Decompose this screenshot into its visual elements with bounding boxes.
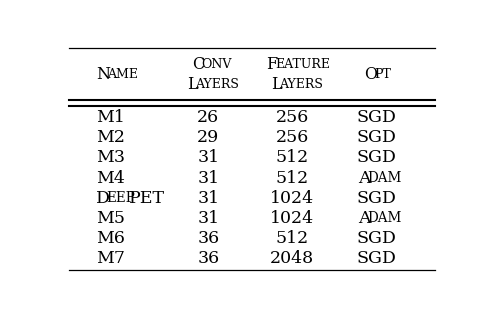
Text: ONV: ONV [201,58,232,71]
Text: 512: 512 [276,230,309,247]
Text: EATURE: EATURE [275,58,330,71]
Text: M3: M3 [96,149,125,166]
Text: SGD: SGD [356,250,396,267]
Text: 256: 256 [276,109,309,126]
Text: O: O [365,66,377,83]
Text: 2048: 2048 [270,250,314,267]
Text: A: A [358,170,370,187]
Text: M6: M6 [96,230,124,247]
Text: 26: 26 [197,109,219,126]
Text: F: F [267,56,277,73]
Text: AYERS: AYERS [195,78,239,91]
Text: 512: 512 [276,170,309,187]
Text: M7: M7 [96,250,125,267]
Text: 31: 31 [197,149,219,166]
Text: 512: 512 [276,149,309,166]
Text: 256: 256 [276,129,309,146]
Text: N: N [96,66,110,83]
Text: M5: M5 [96,210,125,227]
Text: 31: 31 [197,190,219,207]
Text: DAM: DAM [368,171,402,185]
Text: DAM: DAM [368,211,402,225]
Text: 36: 36 [197,230,219,247]
Text: M4: M4 [96,170,124,187]
Text: D: D [96,190,110,207]
Text: M2: M2 [96,129,125,146]
Text: 31: 31 [197,170,219,187]
Text: M1: M1 [96,109,124,126]
Text: 1024: 1024 [270,190,314,207]
Text: 29: 29 [197,129,219,146]
Text: A: A [358,210,370,227]
Text: L: L [187,77,198,93]
Text: AME: AME [107,68,138,81]
Text: PT: PT [374,68,392,81]
Text: SGD: SGD [356,190,396,207]
Text: C: C [192,56,204,73]
Text: SGD: SGD [356,129,396,146]
Text: 36: 36 [197,250,219,267]
Text: PET: PET [129,190,165,207]
Text: EEP: EEP [107,191,135,205]
Text: SGD: SGD [356,230,396,247]
Text: SGD: SGD [356,149,396,166]
Text: L: L [271,77,282,93]
Text: SGD: SGD [356,109,396,126]
Text: 31: 31 [197,210,219,227]
Text: 1024: 1024 [270,210,314,227]
Text: AYERS: AYERS [279,78,323,91]
